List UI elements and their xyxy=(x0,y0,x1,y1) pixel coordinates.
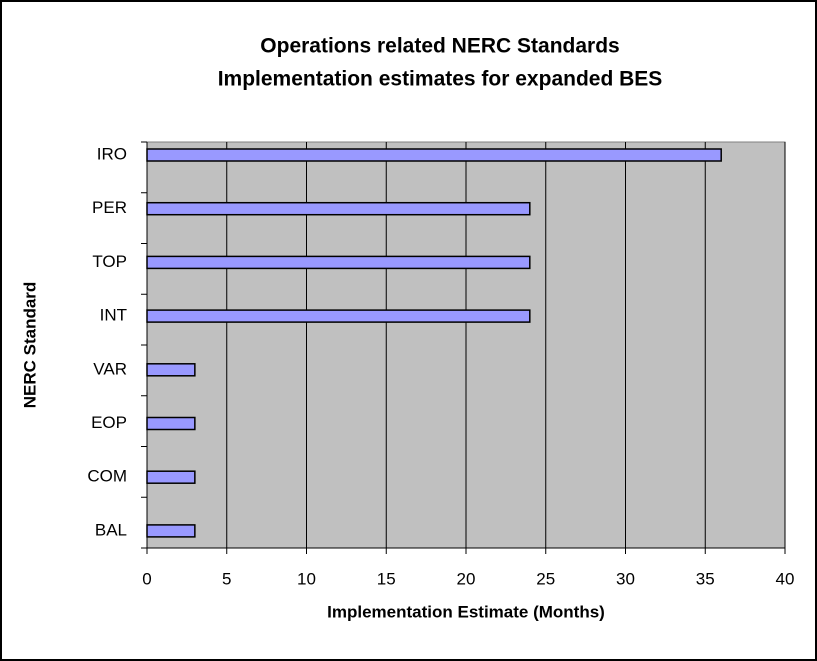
x-tick-label: 15 xyxy=(377,569,396,588)
x-tick-label: 5 xyxy=(222,569,231,588)
y-axis-label: NERC Standard xyxy=(20,282,39,409)
y-tick-label: INT xyxy=(100,306,127,325)
x-tick-label: 20 xyxy=(457,569,476,588)
bar xyxy=(146,201,531,216)
chart-title: Operations related NERC Standards xyxy=(260,35,619,58)
bar xyxy=(146,363,196,377)
y-tick-label: IRO xyxy=(97,144,127,163)
y-tick-label: TOP xyxy=(92,252,127,271)
bar xyxy=(146,416,196,431)
bar xyxy=(146,470,196,484)
x-tick-label: 25 xyxy=(536,569,555,588)
y-tick-label: PER xyxy=(92,198,127,217)
y-tick-label: COM xyxy=(87,467,127,486)
bar xyxy=(146,255,531,270)
bar xyxy=(146,148,722,162)
x-axis-label: Implementation Estimate (Months) xyxy=(327,602,605,621)
bar xyxy=(146,309,531,323)
y-tick-label: EOP xyxy=(91,413,127,432)
x-tick-label: 30 xyxy=(616,569,635,588)
x-tick-label: 0 xyxy=(142,569,151,588)
y-tick-label: VAR xyxy=(93,359,127,378)
y-tick-label: BAL xyxy=(95,520,127,539)
x-tick-label: 35 xyxy=(696,569,715,588)
x-tick-label: 10 xyxy=(297,569,316,588)
x-tick-label: 40 xyxy=(776,569,795,588)
chart-title: Implementation estimates for expanded BE… xyxy=(218,68,663,91)
bar xyxy=(146,524,196,538)
